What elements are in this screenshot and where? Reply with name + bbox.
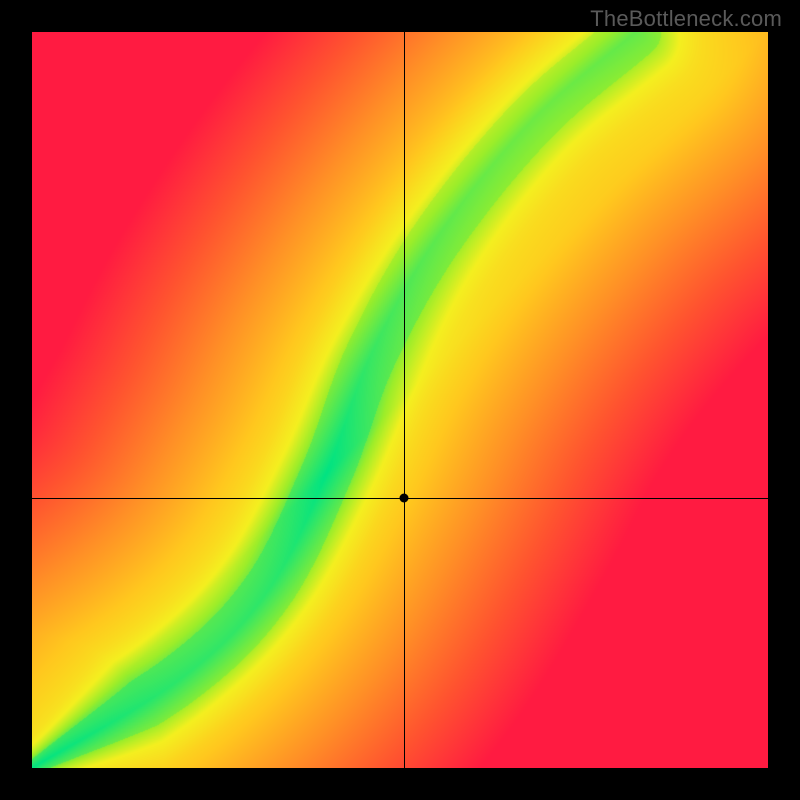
plot-area [32, 32, 768, 768]
watermark-text: TheBottleneck.com [590, 6, 782, 32]
crosshair-vertical [404, 32, 405, 768]
chart-container: TheBottleneck.com [0, 0, 800, 800]
heatmap-canvas [32, 32, 768, 768]
crosshair-marker [399, 493, 408, 502]
